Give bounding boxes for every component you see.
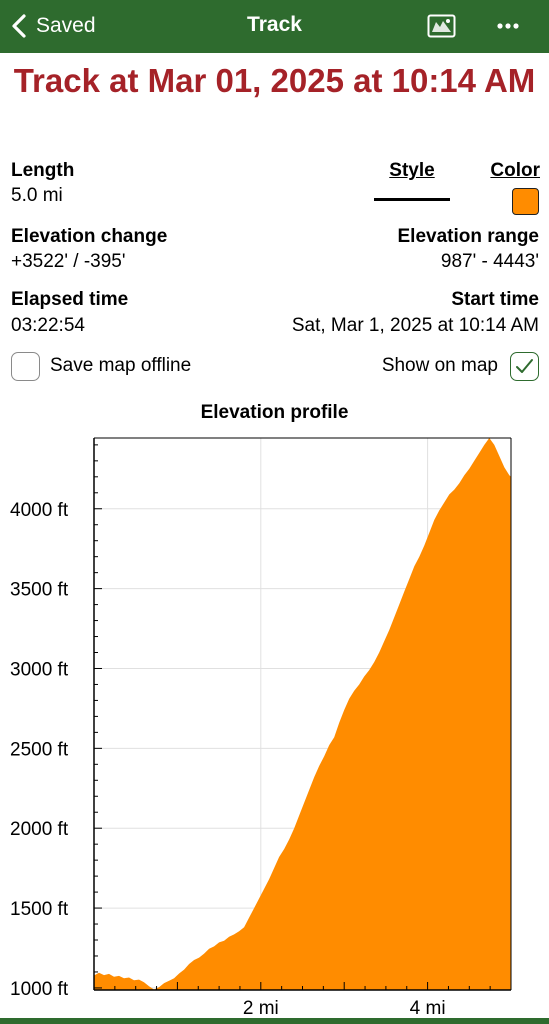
nav-bar: Saved Track [0, 0, 549, 53]
length-value: 5.0 mi [11, 185, 63, 206]
back-button[interactable]: Saved [10, 8, 96, 44]
y-tick-label: 2000 ft [10, 819, 69, 840]
x-tick-label: 2 mi [243, 998, 279, 1019]
elevation-change-value: +3522' / -395' [11, 251, 126, 272]
checkmark-icon [516, 359, 533, 373]
elevation-chart: 1000 ft 1500 ft 2000 ft 2500 ft 3000 ft 3500 … [10, 437, 512, 1019]
elevation-area-series [94, 438, 511, 990]
style-line-preview[interactable] [374, 198, 450, 201]
elapsed-time-value: 03:22:54 [11, 315, 85, 336]
elevation-range-label: Elevation range [397, 226, 540, 247]
map-icon[interactable] [427, 13, 456, 39]
elevation-range-value: 987' - 4443' [440, 251, 539, 272]
x-tick-label: 4 mi [410, 998, 446, 1019]
start-time-label: Start time [451, 289, 539, 310]
style-button[interactable]: Style [389, 160, 435, 181]
back-label: Saved [36, 14, 96, 37]
color-button[interactable]: Color [490, 160, 540, 181]
chevron-left-icon [12, 14, 26, 38]
y-tick-label: 4000 ft [10, 500, 69, 521]
elapsed-time-label: Elapsed time [11, 289, 129, 310]
track-title: Track at Mar 01, 2025 at 10:14 AM [13, 62, 536, 99]
save-offline-label[interactable]: Save map offline [50, 355, 192, 376]
color-swatch[interactable] [512, 188, 539, 215]
y-tick-label: 1000 ft [10, 979, 69, 1000]
more-icon[interactable] [490, 10, 526, 42]
show-on-map-checkbox[interactable] [510, 352, 539, 381]
bottom-bar [0, 1018, 549, 1024]
y-tick-label: 3000 ft [10, 659, 69, 680]
save-offline-checkbox[interactable] [11, 352, 40, 381]
elevation-change-label: Elevation change [11, 226, 168, 247]
y-tick-label: 2500 ft [10, 739, 69, 760]
start-time-value: Sat, Mar 1, 2025 at 10:14 AM [291, 315, 539, 336]
y-tick-label: 3500 ft [10, 580, 69, 601]
show-on-map-label[interactable]: Show on map [381, 355, 498, 376]
chart-title: Elevation profile [200, 402, 349, 423]
y-tick-label: 1500 ft [10, 899, 69, 920]
length-label: Length [11, 160, 75, 181]
